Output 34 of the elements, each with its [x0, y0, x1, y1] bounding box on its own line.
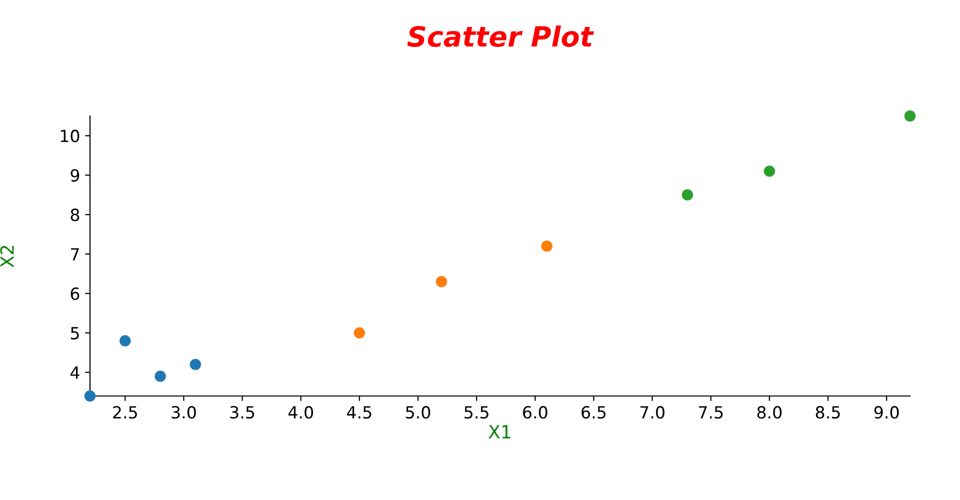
x-tick-label: 7.0	[640, 406, 664, 419]
y-tick-label: 6	[70, 287, 80, 300]
y-tick-label: 4	[70, 366, 80, 379]
point	[436, 276, 448, 288]
x-tick-label: 2.5	[113, 406, 137, 419]
x-tick-label: 9.0	[874, 406, 899, 419]
x-tick-label: 7.5	[698, 406, 723, 419]
point	[682, 189, 694, 200]
point	[354, 327, 366, 339]
y-tick-label: 9	[70, 169, 80, 182]
point	[190, 358, 202, 370]
point	[84, 390, 96, 402]
x-tick-label: 3.5	[230, 406, 254, 419]
y-tick-label: 5	[70, 327, 79, 340]
x-axis-title: X1	[488, 425, 510, 438]
x-tick-label: 3.0	[172, 406, 196, 419]
x-tick-label: 4.0	[288, 406, 314, 419]
x-tick-label: 6.0	[523, 406, 548, 419]
y-tick-label: 7	[71, 248, 79, 260]
y-tick-label: 10	[60, 130, 80, 142]
point	[154, 370, 166, 382]
x-tick-label: 8.5	[816, 406, 840, 419]
point	[764, 166, 776, 177]
point	[541, 240, 552, 252]
x-tick-label: 6.5	[582, 406, 606, 419]
x-tick-label: 8.0	[757, 406, 782, 419]
x-tick-label: 4.5	[346, 406, 372, 419]
chart-title: Scatter Plot	[407, 25, 594, 47]
x-tick-label: 5.5	[464, 406, 488, 419]
point	[904, 110, 916, 122]
x-tick-label: 5.0	[406, 406, 430, 419]
point	[120, 335, 131, 346]
y-tick-label: 8	[70, 208, 80, 222]
y-axis-title: X2	[0, 246, 14, 268]
